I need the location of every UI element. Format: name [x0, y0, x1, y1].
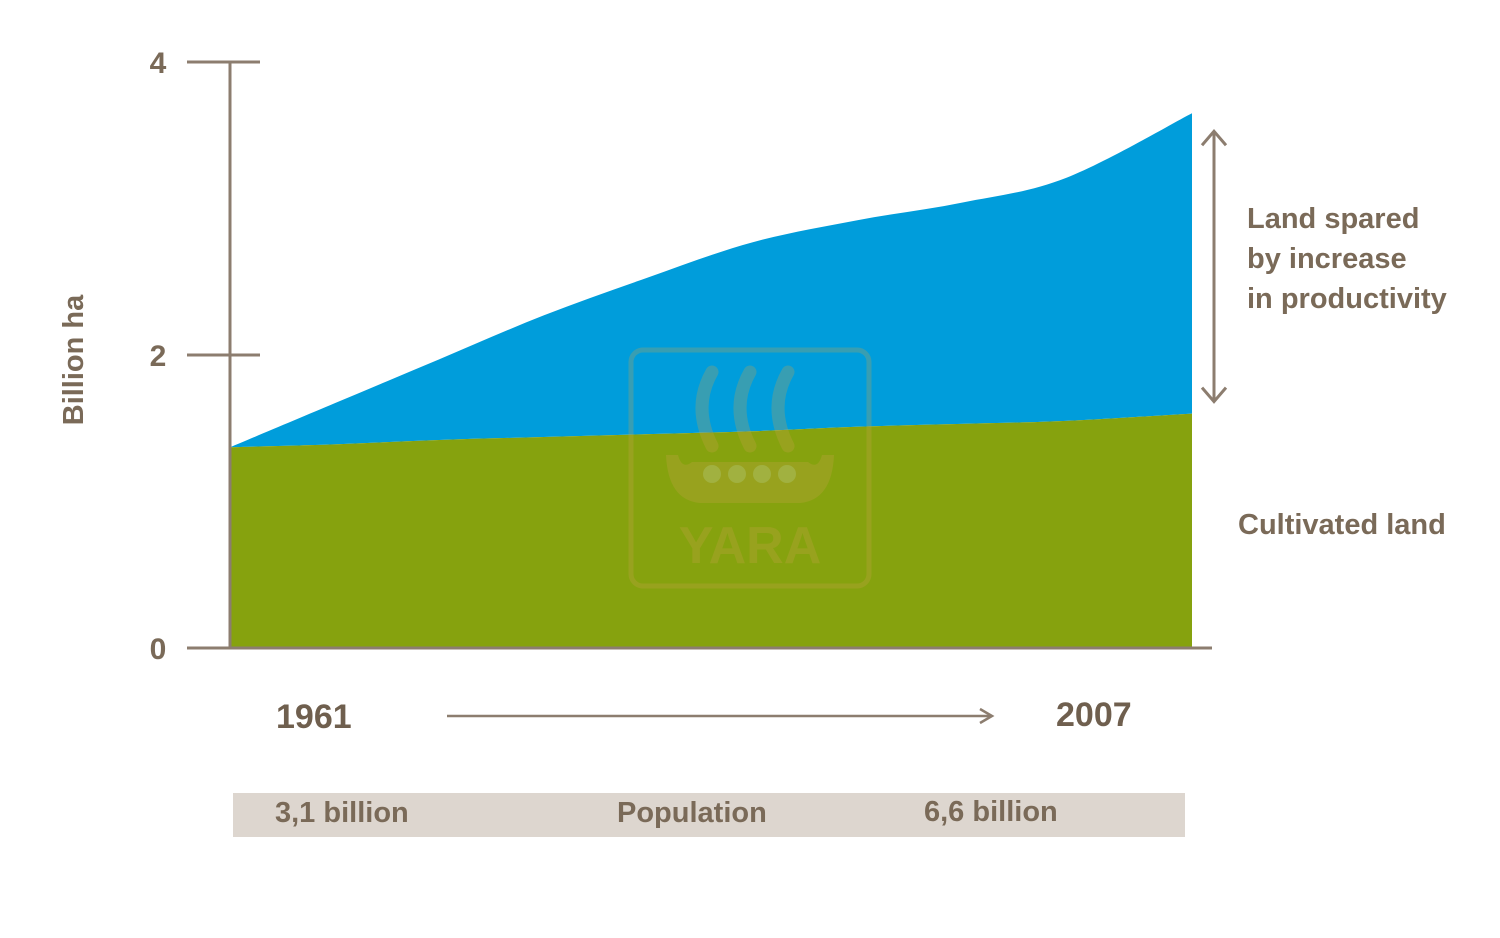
population-label: Population	[617, 797, 767, 829]
watermark-frame	[628, 347, 872, 589]
land-spared-label: Land spared by increase in productivity	[1247, 203, 1447, 315]
cultivated-land-label: Cultivated land	[1238, 509, 1446, 541]
land-spared-arrow-icon	[1200, 128, 1228, 404]
y-axis-label: Billion ha	[58, 294, 90, 425]
population-band	[233, 793, 1185, 837]
land-spared-label-line-2: by increase	[1247, 243, 1407, 275]
y-tick-label-4: 4	[150, 47, 167, 80]
watermark-ship-icon	[666, 455, 834, 503]
y-tick-label-0: 0	[150, 633, 167, 666]
population-start: 3,1 billion	[275, 797, 409, 829]
x-end-label: 2007	[1056, 696, 1132, 734]
yara-watermark-logo: YARA	[628, 347, 872, 589]
land-spared-area	[230, 113, 1192, 448]
axes	[187, 60, 1212, 650]
watermark-sail-icon	[695, 365, 795, 453]
watermark-shields-icon	[703, 465, 796, 483]
cultivated-land-area	[230, 413, 1192, 648]
time-arrow-icon	[447, 707, 995, 725]
y-tick-label-2: 2	[150, 340, 167, 373]
land-spared-label-line-3: in productivity	[1247, 283, 1447, 315]
y-tick-labels: 0 2 4	[150, 47, 167, 666]
x-start-label: 1961	[276, 698, 352, 736]
watermark-text: YARA	[679, 517, 822, 575]
population-end: 6,6 billion	[924, 796, 1058, 828]
land-spared-label-line-1: Land spared	[1247, 203, 1419, 235]
